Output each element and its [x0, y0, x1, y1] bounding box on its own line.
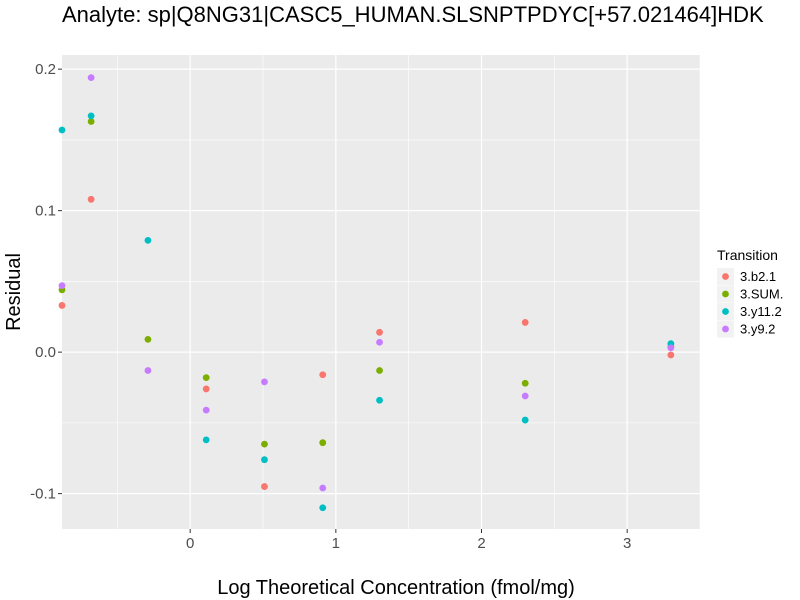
- y-axis-title: Residual: [3, 253, 25, 331]
- data-point: [521, 416, 529, 424]
- data-point: [58, 282, 66, 290]
- x-tick-label: 0: [186, 535, 194, 552]
- legend-label: 3.SUM.: [740, 287, 783, 302]
- data-point: [261, 440, 268, 448]
- data-point: [202, 436, 210, 444]
- data-point: [667, 351, 675, 359]
- y-tick-label: 0.0: [35, 344, 56, 361]
- data-point: [202, 374, 210, 382]
- data-point: [376, 396, 383, 404]
- data-point: [144, 367, 152, 374]
- plot-panel: [62, 55, 700, 529]
- legend-key-point: [722, 273, 729, 280]
- chart-title: Analyte: sp|Q8NG31|CASC5_HUMAN.SLSNPTPDY…: [62, 2, 764, 27]
- legend-label: 3.y11.2: [740, 304, 782, 319]
- y-tick-label: -0.1: [30, 486, 56, 503]
- data-point: [376, 367, 383, 374]
- data-point: [261, 456, 268, 464]
- x-tick-label: 2: [477, 535, 485, 552]
- data-point: [319, 504, 327, 512]
- legend-key-point: [722, 290, 729, 298]
- legend-title: Transition: [717, 247, 778, 263]
- data-point: [319, 484, 327, 492]
- data-point: [261, 378, 268, 386]
- x-axis-ticks: 0 1 2 3: [186, 529, 631, 552]
- major-gridlines: [62, 55, 700, 529]
- y-axis-ticks: -0.1 0.0 0.1 0.2: [30, 61, 62, 503]
- data-point: [144, 336, 152, 343]
- data-point: [87, 195, 95, 203]
- data-point: [202, 406, 210, 414]
- data-point: [87, 74, 95, 82]
- data-point: [87, 112, 95, 120]
- data-point: [667, 344, 675, 352]
- data-point: [87, 118, 95, 125]
- data-point: [58, 126, 66, 134]
- legend-items: 3.b2.1 3.SUM. 3.y11.2 3.y9.2: [717, 268, 783, 338]
- legend: Transition 3.b2.1 3.SUM. 3.y11.2 3.y9.2: [717, 247, 783, 338]
- x-tick-label: 3: [623, 535, 631, 552]
- data-point: [376, 328, 383, 336]
- x-axis-title: Log Theoretical Concentration (fmol/mg): [217, 577, 575, 599]
- data-point: [202, 385, 210, 393]
- data-point: [521, 392, 529, 400]
- data-point: [376, 338, 383, 346]
- minor-gridlines: [62, 55, 701, 529]
- data-point: [144, 236, 152, 244]
- data-point: [319, 439, 327, 447]
- data-point: [319, 371, 327, 379]
- y-tick-label: 0.1: [35, 203, 56, 220]
- data-point: [261, 483, 268, 490]
- data-point: [521, 379, 529, 387]
- legend-key-point: [722, 308, 729, 315]
- x-tick-label: 1: [332, 535, 340, 552]
- y-tick-label: 0.2: [35, 61, 56, 78]
- legend-label: 3.y9.2: [740, 322, 775, 337]
- data-points: [58, 74, 675, 512]
- data-point: [521, 319, 529, 326]
- legend-key-point: [722, 325, 729, 333]
- data-point: [58, 302, 66, 309]
- legend-label: 3.b2.1: [740, 269, 776, 284]
